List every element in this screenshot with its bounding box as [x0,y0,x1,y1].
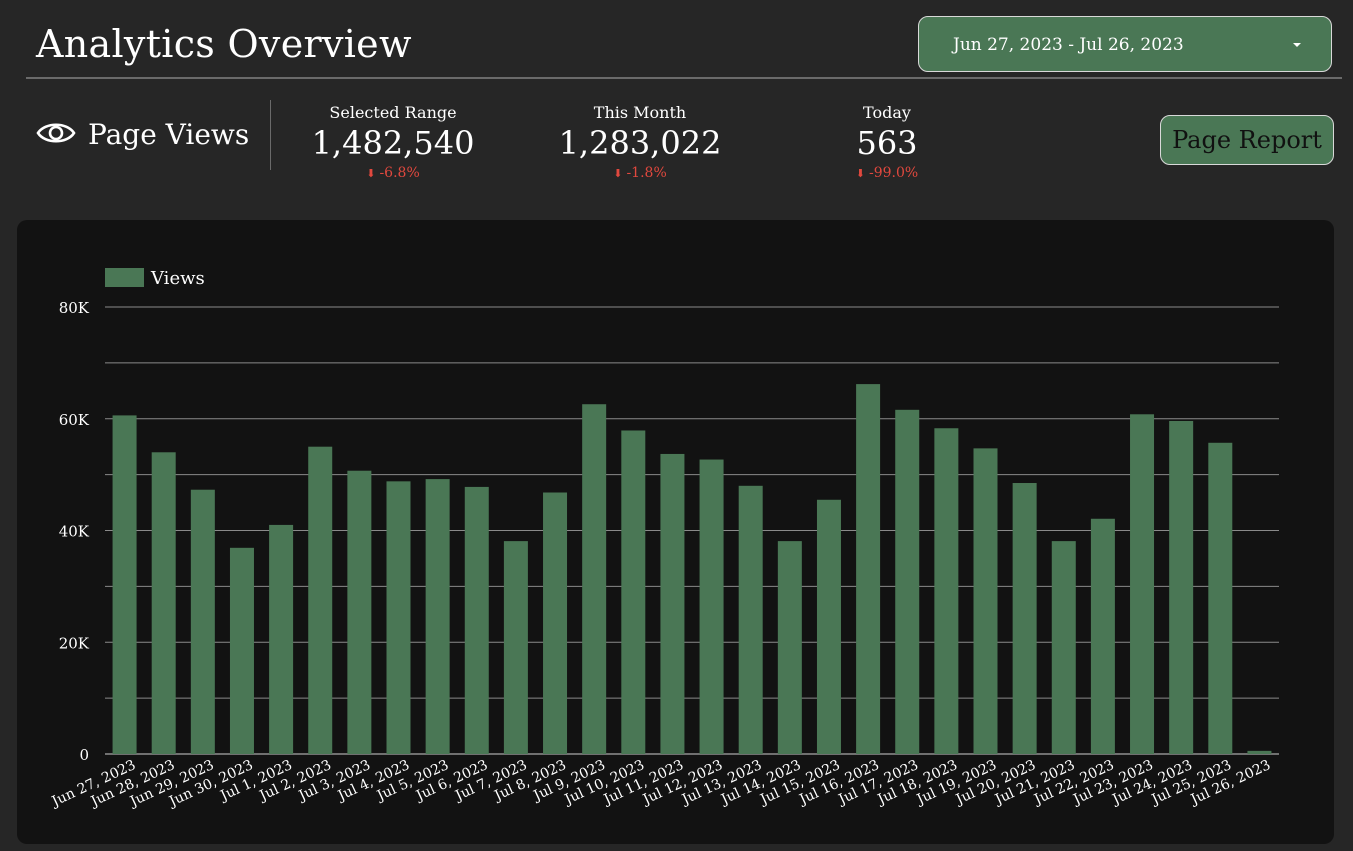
stat-selected-range: Selected Range 1,482,540 ⬇ -6.8% [283,103,503,181]
bar [347,470,372,754]
bar [503,541,528,754]
bar [229,547,254,754]
bar [1208,442,1233,754]
y-tick-label: 60K [59,411,90,429]
stat-change-value: -6.8% [379,165,420,181]
page-title: Analytics Overview [36,22,412,66]
bar [269,524,294,754]
metric-divider [270,100,271,170]
bar [151,452,176,754]
arrow-down-icon: ⬇ [366,167,376,180]
caret-down-icon [1293,43,1301,47]
title-divider [26,77,1342,79]
stat-value: 563 [856,124,918,162]
date-range-label: Jun 27, 2023 - Jul 26, 2023 [953,35,1184,55]
stat-label: This Month [593,103,687,122]
bar [543,492,568,754]
stat-today: Today 563 ⬇ -99.0% [777,103,997,181]
bar [1090,518,1115,754]
stat-change: ⬇ -6.8% [283,165,503,181]
bar [425,479,450,754]
bar [816,499,841,754]
y-tick-label: 80K [59,299,90,317]
legend-label: Views [150,268,205,289]
bar [1247,750,1272,754]
bar [621,430,646,754]
stat-this-month: This Month 1,283,022 ⬇ -1.8% [530,103,750,181]
bar [1130,414,1155,754]
bar [660,453,685,754]
page-report-button[interactable]: Page Report [1160,115,1334,165]
eye-icon [36,120,76,150]
bar [1012,483,1037,754]
y-tick-label: 0 [79,746,89,764]
bar [973,448,998,754]
date-range-dropdown[interactable]: Jun 27, 2023 - Jul 26, 2023 [918,16,1332,72]
bar [856,384,881,754]
stat-label: Today [863,103,911,122]
y-tick-label: 40K [59,523,90,541]
bar [190,489,215,754]
bar [1169,420,1194,754]
bar [895,409,920,754]
stat-change-value: -1.8% [626,165,667,181]
bar [112,415,137,754]
bar [386,481,411,754]
metric-header: Page Views [36,118,249,151]
stat-change: ⬇ -99.0% [777,165,997,181]
y-tick-label: 20K [59,634,90,652]
stat-change-value: -99.0% [869,165,919,181]
bar [308,446,333,754]
bar [1051,541,1076,754]
stat-label: Selected Range [329,103,457,122]
stat-change: ⬇ -1.8% [530,165,750,181]
arrow-down-icon: ⬇ [855,167,865,180]
bar [582,404,607,754]
stat-value: 1,283,022 [558,124,722,162]
views-chart-card: 0 20K 40K 60K 80K Jun 27, 2023 Jun 28, 2023 Jun… [17,220,1334,844]
stat-value: 1,482,540 [311,124,475,162]
bar [699,459,724,754]
bar [738,485,763,754]
bar [934,428,959,754]
bar [464,486,489,754]
metric-label: Page Views [88,118,250,151]
arrow-down-icon: ⬇ [613,167,623,180]
bar [777,541,802,754]
legend-swatch [105,268,144,287]
